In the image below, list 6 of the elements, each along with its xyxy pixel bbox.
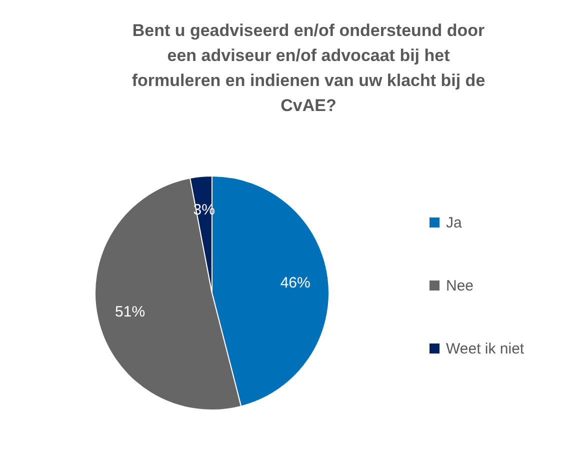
data-label: 51%	[115, 303, 146, 320]
chart-title: Bent u geadviseerd en/of ondersteund door een adviseur en/of advocaat bij het formuleren en indienen van uw klacht bij de CvAE?	[132, 21, 486, 115]
legend-label: Weet ik niet	[446, 340, 525, 358]
legend-label: Nee	[446, 278, 474, 294]
data-label: 46%	[280, 274, 310, 292]
legend-label: Ja	[446, 214, 462, 232]
